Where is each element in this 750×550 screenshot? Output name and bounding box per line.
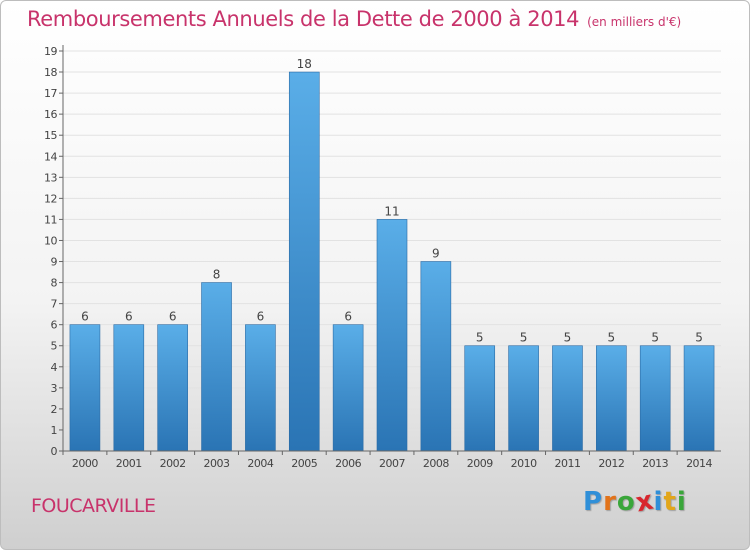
x-tick-label: 2009 — [467, 457, 493, 470]
data-label-2007: 11 — [384, 204, 399, 218]
data-label-2012: 5 — [608, 331, 616, 345]
data-label-2011: 5 — [564, 331, 572, 345]
bar-2001 — [113, 324, 145, 452]
y-tick-label: 2 — [51, 403, 58, 416]
x-tick-label: 2003 — [204, 457, 230, 470]
y-tick-label: 13 — [44, 171, 57, 184]
axes — [59, 45, 721, 455]
y-tick-label: 3 — [51, 382, 58, 395]
y-tick-label: 12 — [44, 192, 57, 205]
x-tick-label: 2014 — [686, 457, 712, 470]
y-tick-label: 4 — [51, 361, 58, 374]
data-label-2000: 6 — [81, 310, 89, 324]
data-label-2008: 9 — [432, 247, 440, 261]
x-tick-label: 2006 — [335, 457, 361, 470]
y-tick-label: 7 — [51, 298, 58, 311]
logo-letter: i — [653, 487, 664, 517]
data-label-2009: 5 — [476, 331, 484, 345]
y-tick-label: 18 — [44, 66, 57, 79]
y-tick-label: 5 — [51, 340, 58, 353]
logo-letter: i — [676, 487, 687, 517]
bar-2014 — [683, 345, 715, 452]
x-tick-label: 2011 — [554, 457, 580, 470]
y-tick-label: 9 — [51, 256, 58, 269]
bars — [69, 71, 715, 452]
chart-unit: (en milliers d'€) — [587, 15, 682, 29]
data-label-2014: 5 — [695, 331, 703, 345]
x-tick-label: 2002 — [160, 457, 186, 470]
bar-2009 — [464, 345, 496, 452]
x-tick-label: 2001 — [116, 457, 142, 470]
bar-2010 — [508, 345, 539, 452]
data-label-2005: 18 — [297, 57, 312, 71]
y-tick-label: 0 — [51, 445, 58, 458]
bar-2004 — [245, 324, 276, 452]
x-tick-label: 2008 — [423, 457, 449, 470]
y-tick-label: 14 — [44, 150, 57, 163]
bar-2012 — [596, 345, 627, 452]
y-tick-label: 11 — [44, 213, 57, 226]
x-tick-label: 2012 — [598, 457, 624, 470]
y-tick-label: 17 — [44, 87, 57, 100]
logo-letter: o — [616, 487, 636, 517]
chart-title-text: Remboursements Annuels de la Dette de 20… — [27, 7, 580, 31]
bar-2011 — [552, 345, 583, 452]
town-name: FOUCARVILLE — [31, 495, 156, 517]
y-tick-label: 15 — [44, 129, 57, 142]
logo-letter: P — [583, 487, 604, 517]
y-tick-label: 8 — [51, 277, 58, 290]
bar-2007 — [376, 219, 408, 452]
data-label-2013: 5 — [651, 331, 659, 345]
x-tick-label: 2005 — [291, 457, 317, 470]
data-labels: 6 6 6 8 6 18 6 11 9 5 5 5 5 5 5 — [81, 57, 703, 345]
bar-2002 — [157, 324, 188, 452]
proxiti-logo: Proxiti — [583, 485, 687, 518]
y-tick-label: 19 — [44, 45, 57, 58]
bar-2008 — [420, 261, 452, 452]
logo-letter: t — [663, 487, 677, 517]
y-tick-label: 16 — [44, 108, 57, 121]
data-label-2001: 6 — [125, 310, 133, 324]
bar-2000 — [69, 324, 101, 452]
logo-letter: r — [603, 487, 617, 517]
y-tick-label: 6 — [51, 319, 58, 332]
x-tick-label: 2000 — [72, 457, 98, 470]
bar-2003 — [201, 282, 232, 452]
chart-title: Remboursements Annuels de la Dette de 20… — [27, 7, 681, 31]
data-label-2006: 6 — [344, 310, 352, 324]
data-label-2002: 6 — [169, 310, 177, 324]
x-tick-label: 2007 — [379, 457, 405, 470]
bar-2006 — [332, 324, 364, 452]
data-label-2003: 8 — [213, 268, 221, 282]
bar-2013 — [639, 345, 671, 452]
x-tick-label: 2013 — [642, 457, 668, 470]
y-tick-label: 10 — [44, 234, 57, 247]
y-tick-label: 1 — [51, 424, 58, 437]
bar-2005 — [288, 71, 320, 452]
x-tick-label: 2004 — [247, 457, 273, 470]
data-label-2010: 5 — [520, 331, 528, 345]
x-tick-label: 2010 — [511, 457, 537, 470]
data-label-2004: 6 — [257, 310, 265, 324]
